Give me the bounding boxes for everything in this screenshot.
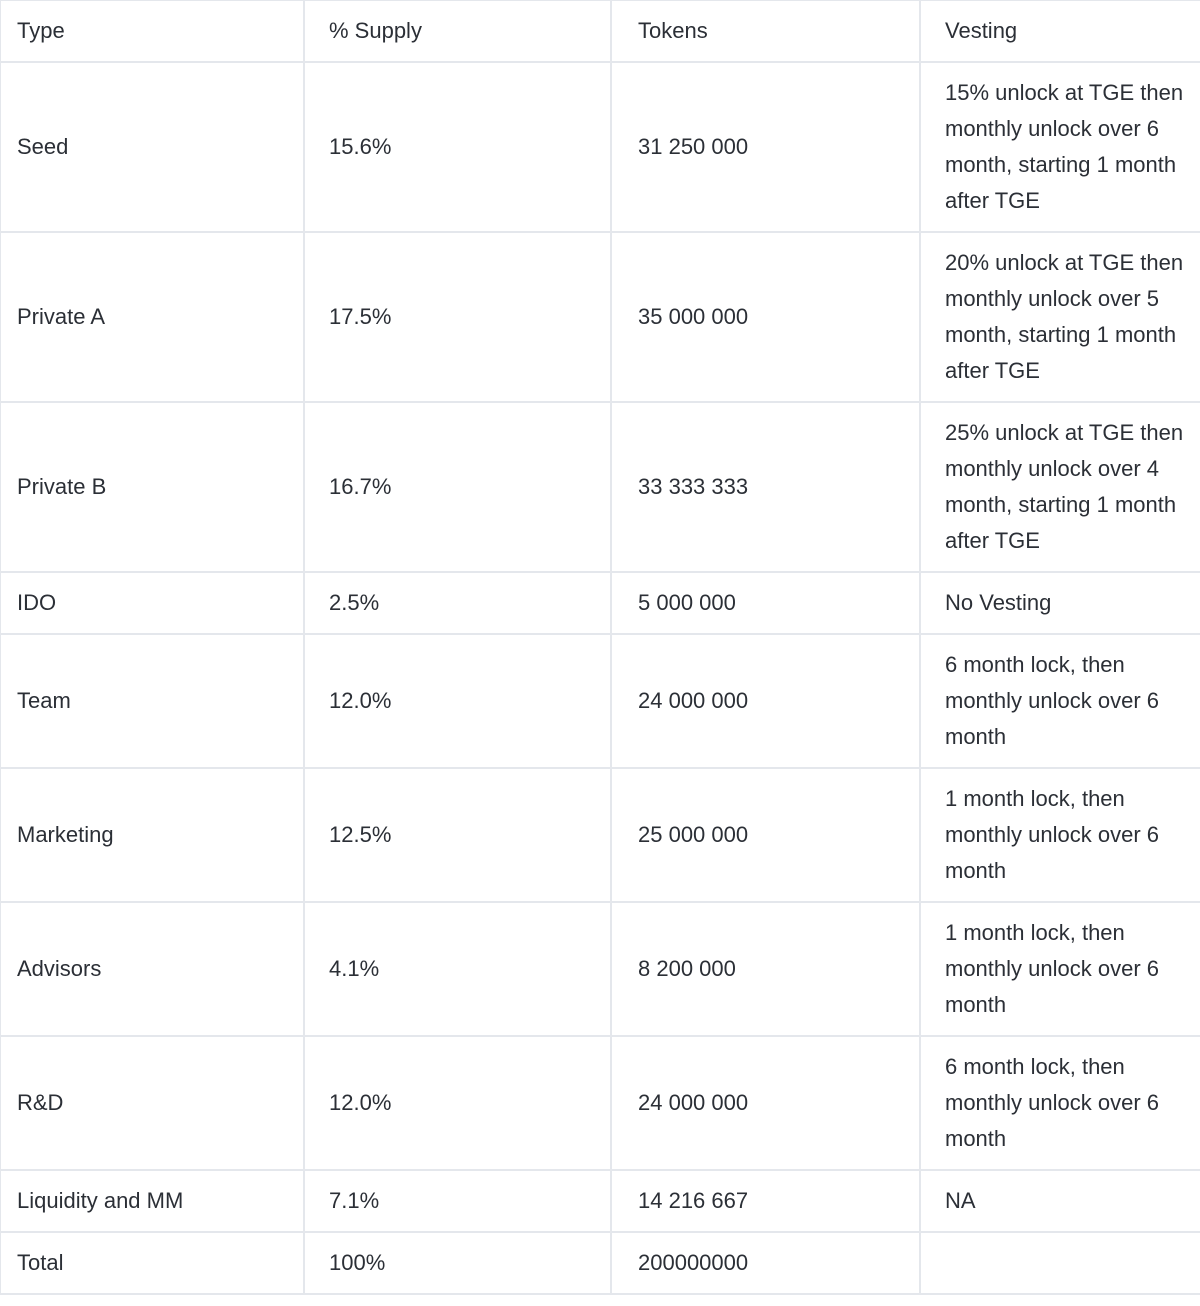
cell-supply: 7.1% [303, 1169, 612, 1233]
cell-tokens: 25 000 000 [610, 767, 921, 903]
cell-tokens: 35 000 000 [610, 231, 921, 403]
cell-vesting: 1 month lock, then monthly unlock over 6… [919, 901, 1200, 1037]
cell-type: Seed [0, 61, 305, 233]
cell-type: Team [0, 633, 305, 769]
table-row: IDO 2.5% 5 000 000 No Vesting [0, 571, 1200, 635]
cell-type: Private A [0, 231, 305, 403]
cell-type: Private B [0, 401, 305, 573]
table-row: Seed 15.6% 31 250 000 15% unlock at TGE … [0, 61, 1200, 233]
cell-tokens: 200000000 [610, 1231, 921, 1295]
header-type: Type [0, 0, 305, 63]
cell-type: Marketing [0, 767, 305, 903]
cell-vesting: No Vesting [919, 571, 1200, 635]
cell-tokens: 5 000 000 [610, 571, 921, 635]
cell-supply: 12.5% [303, 767, 612, 903]
cell-type: Advisors [0, 901, 305, 1037]
cell-vesting: 25% unlock at TGE then monthly unlock ov… [919, 401, 1200, 573]
cell-tokens: 24 000 000 [610, 633, 921, 769]
cell-vesting: NA [919, 1169, 1200, 1233]
table-row: Private A 17.5% 35 000 000 20% unlock at… [0, 231, 1200, 403]
cell-type: Total [0, 1231, 305, 1295]
header-supply: % Supply [303, 0, 612, 63]
cell-supply: 16.7% [303, 401, 612, 573]
header-tokens: Tokens [610, 0, 921, 63]
cell-supply: 4.1% [303, 901, 612, 1037]
cell-vesting: 1 month lock, then monthly unlock over 6… [919, 767, 1200, 903]
cell-supply: 100% [303, 1231, 612, 1295]
cell-tokens: 24 000 000 [610, 1035, 921, 1171]
cell-supply: 17.5% [303, 231, 612, 403]
table-row: R&D 12.0% 24 000 000 6 month lock, then … [0, 1035, 1200, 1171]
cell-supply: 2.5% [303, 571, 612, 635]
cell-vesting [919, 1231, 1200, 1295]
table-body: Seed 15.6% 31 250 000 15% unlock at TGE … [0, 61, 1200, 1295]
table-row: Private B 16.7% 33 333 333 25% unlock at… [0, 401, 1200, 573]
table-row: Liquidity and MM 7.1% 14 216 667 NA [0, 1169, 1200, 1233]
table-header: Type % Supply Tokens Vesting [0, 0, 1200, 63]
table-row: Marketing 12.5% 25 000 000 1 month lock,… [0, 767, 1200, 903]
table-row: Team 12.0% 24 000 000 6 month lock, then… [0, 633, 1200, 769]
cell-type: R&D [0, 1035, 305, 1171]
header-row: Type % Supply Tokens Vesting [0, 0, 1200, 63]
cell-vesting: 6 month lock, then monthly unlock over 6… [919, 633, 1200, 769]
cell-vesting: 15% unlock at TGE then monthly unlock ov… [919, 61, 1200, 233]
cell-tokens: 31 250 000 [610, 61, 921, 233]
cell-supply: 12.0% [303, 1035, 612, 1171]
cell-tokens: 14 216 667 [610, 1169, 921, 1233]
cell-type: Liquidity and MM [0, 1169, 305, 1233]
table-row: Advisors 4.1% 8 200 000 1 month lock, th… [0, 901, 1200, 1037]
cell-supply: 12.0% [303, 633, 612, 769]
header-vesting: Vesting [919, 0, 1200, 63]
cell-vesting: 6 month lock, then monthly unlock over 6… [919, 1035, 1200, 1171]
cell-type: IDO [0, 571, 305, 635]
table-row-total: Total 100% 200000000 [0, 1231, 1200, 1295]
cell-tokens: 33 333 333 [610, 401, 921, 573]
cell-tokens: 8 200 000 [610, 901, 921, 1037]
cell-supply: 15.6% [303, 61, 612, 233]
cell-vesting: 20% unlock at TGE then monthly unlock ov… [919, 231, 1200, 403]
